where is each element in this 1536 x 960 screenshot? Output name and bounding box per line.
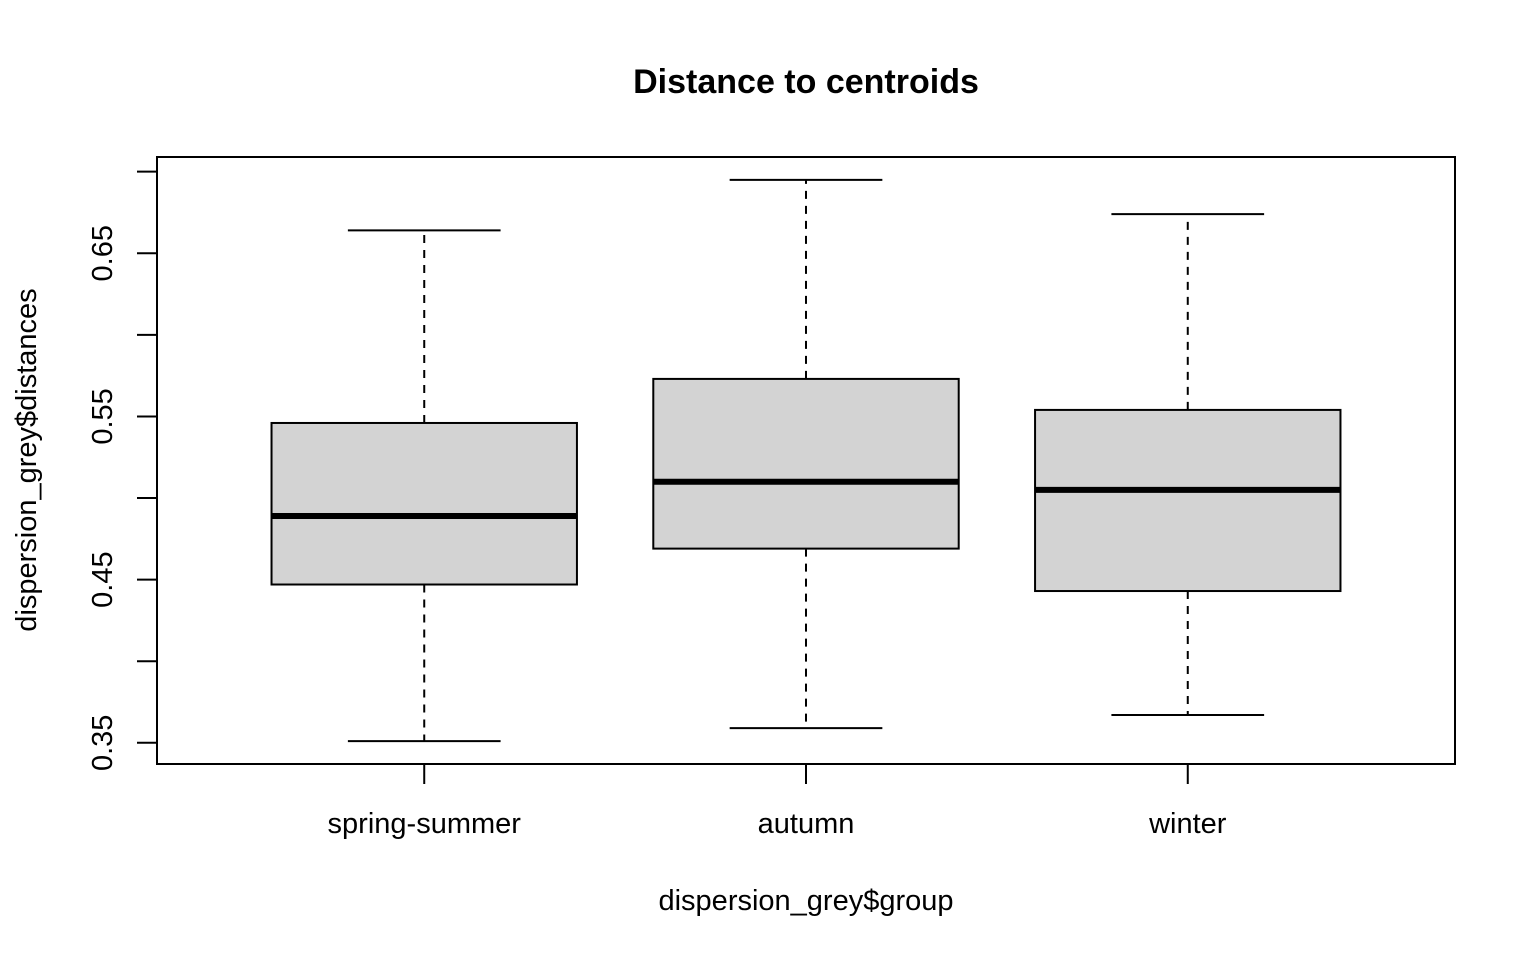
box-winter (1034, 213, 1342, 717)
x-axis: spring-summer autumn winter (328, 764, 1227, 840)
x-tick-label: spring-summer (328, 808, 522, 840)
chart-title: Distance to centroids (633, 63, 979, 101)
y-tick-label: 0.65 (87, 225, 119, 281)
y-tick-label: 0.35 (87, 715, 119, 771)
box-autumn (652, 178, 960, 730)
y-tick-label: 0.45 (87, 551, 119, 607)
iqr-box (270, 421, 578, 586)
y-axis: 0.35 0.45 0.55 0.65 (87, 170, 157, 771)
x-tick-label: autumn (758, 808, 855, 840)
boxes (270, 178, 1342, 743)
box-spring-summer (270, 229, 578, 743)
iqr-box (652, 377, 960, 550)
y-axis-label: dispersion_grey$distances (11, 288, 43, 631)
x-axis-label: dispersion_grey$group (658, 885, 953, 917)
x-tick-label: winter (1148, 808, 1227, 840)
iqr-box (1034, 408, 1342, 593)
y-tick-label: 0.55 (87, 388, 119, 444)
